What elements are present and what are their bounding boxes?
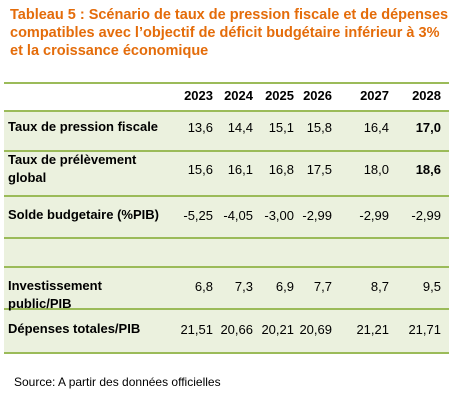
cell-value: 18,0 (363, 162, 389, 177)
cell-value: 15,6 (187, 162, 213, 177)
cell-value: 9,5 (422, 279, 441, 294)
cell-value: 16,8 (268, 162, 294, 177)
cell-value: 20,69 (299, 322, 332, 337)
cell-value: 21,51 (180, 322, 213, 337)
cell-value: 15,1 (268, 120, 294, 135)
cell-value: 20,21 (261, 322, 294, 337)
row-band (4, 308, 449, 354)
header-band (4, 82, 449, 110)
row-band (4, 266, 449, 310)
cell-value: 6,9 (275, 279, 294, 294)
bottom-rule (4, 352, 449, 354)
column-header: 2024 (224, 88, 253, 103)
row-band (4, 195, 449, 239)
row-label: Taux de pression fiscale (8, 119, 159, 134)
cell-value: 13,6 (187, 120, 213, 135)
column-header: 2026 (303, 88, 332, 103)
cell-value: 18,6 (415, 162, 441, 177)
cell-value: 17,5 (306, 162, 332, 177)
cell-value: -5,25 (183, 208, 213, 223)
row-band (4, 110, 449, 152)
cell-value: -2,99 (359, 208, 389, 223)
column-header: 2027 (360, 88, 389, 103)
row-label: Dépenses totales/PIB (8, 321, 141, 336)
cell-value: 21,71 (408, 322, 441, 337)
column-header: 2023 (184, 88, 213, 103)
cell-value: 17,0 (415, 120, 441, 135)
cell-value: -2,99 (411, 208, 441, 223)
cell-value: -4,05 (223, 208, 253, 223)
title: Tableau 5 : Scénario de taux de pression… (10, 7, 449, 59)
cell-value: 16,4 (363, 120, 389, 135)
row-band (4, 150, 449, 197)
row-label: Investissement public/PIB (8, 278, 102, 311)
cell-value: 21,21 (356, 322, 389, 337)
cell-value: 7,7 (313, 279, 332, 294)
row-label: Solde budgetaire (%PIB) (8, 207, 159, 222)
source: Source: A partir des données officielles (14, 375, 221, 389)
column-header: 2025 (265, 88, 294, 103)
cell-value: 14,4 (227, 120, 253, 135)
cell-value: 15,8 (306, 120, 332, 135)
spacer-band (4, 237, 449, 266)
cell-value: -2,99 (302, 208, 332, 223)
row-label: Taux de prélèvement global (8, 152, 137, 185)
cell-value: 16,1 (227, 162, 253, 177)
cell-value: 6,8 (194, 279, 213, 294)
cell-value: 20,66 (220, 322, 253, 337)
cell-value: -3,00 (264, 208, 294, 223)
cell-value: 8,7 (370, 279, 389, 294)
cell-value: 7,3 (234, 279, 253, 294)
column-header: 2028 (412, 88, 441, 103)
